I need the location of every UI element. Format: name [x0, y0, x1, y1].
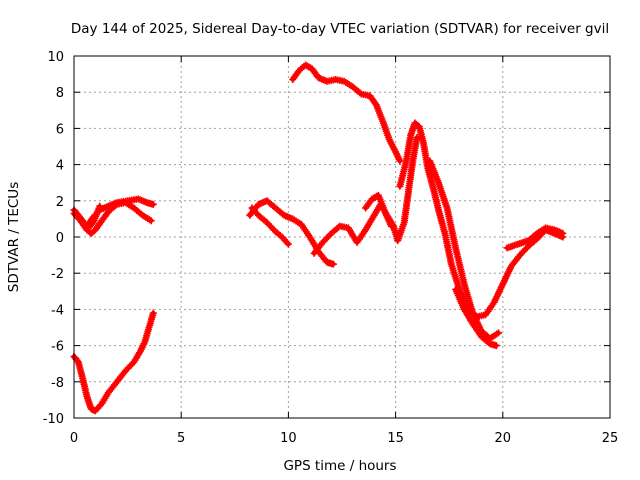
tick-labels: 0 5 10 15 20 25 -10 -8 -6 -4 -2 0 2 4 6 8 10 [43, 50, 619, 446]
y-tick-label: -4 [51, 303, 64, 318]
series-track-k [426, 157, 503, 342]
y-tick-label: 6 [56, 122, 64, 137]
data-point [387, 222, 395, 230]
data-point [149, 200, 157, 208]
x-axis-label: GPS time / hours [283, 458, 396, 474]
data-point [283, 239, 291, 247]
data-point [284, 240, 292, 248]
y-tick-label: -6 [51, 340, 64, 355]
data-point [149, 309, 157, 317]
x-tick-label: 0 [70, 431, 78, 446]
y-tick-label: 0 [56, 231, 64, 246]
data-point [495, 329, 503, 337]
x-tick-label: 15 [387, 431, 404, 446]
data-point [147, 217, 155, 225]
series-track-m [503, 224, 567, 252]
y-tick-label: -8 [51, 376, 64, 391]
series-track-d [70, 202, 104, 234]
x-tick-label: 10 [280, 431, 297, 446]
y-tick-label: 4 [56, 159, 64, 174]
y-tick-label: 10 [47, 50, 64, 65]
series-track-i [289, 61, 404, 165]
series-track-h [362, 191, 395, 230]
axis-ticks [73, 55, 611, 419]
series-track-l [452, 286, 500, 350]
data-point [559, 229, 567, 237]
y-tick-label: -2 [51, 267, 64, 282]
data-marks [70, 61, 567, 415]
y-axis-label: SDTVAR / TECUs [6, 182, 22, 292]
x-tick-label: 25 [602, 431, 619, 446]
chart-title: Day 144 of 2025, Sidereal Day-to-day VTE… [71, 21, 609, 37]
series-track-f [248, 204, 292, 248]
data-point [396, 157, 404, 165]
data-point [329, 260, 337, 268]
x-tick-label: 5 [177, 431, 185, 446]
x-tick-label: 20 [495, 431, 512, 446]
series-track-e [246, 197, 337, 268]
y-tick-label: 2 [56, 195, 64, 210]
data-point [96, 202, 104, 210]
y-tick-label: 8 [56, 86, 64, 101]
y-tick-label: -10 [43, 412, 64, 427]
data-point [492, 342, 500, 350]
